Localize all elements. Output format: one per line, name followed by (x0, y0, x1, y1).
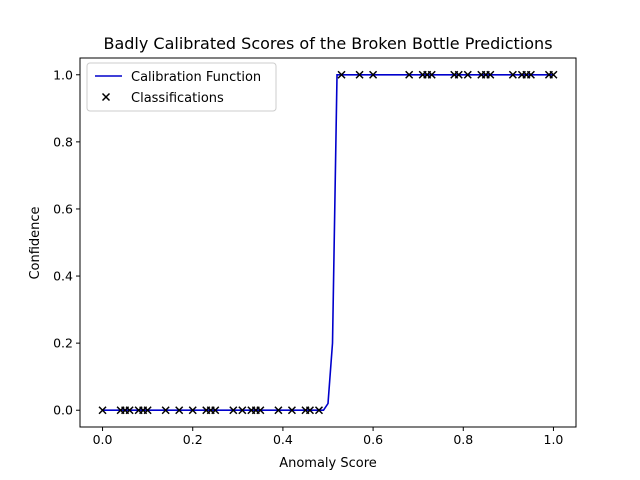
x-marker-stroke (125, 406, 134, 415)
classification-point (526, 70, 535, 79)
x-tick-label: 0.6 (363, 432, 383, 447)
x-marker-stroke (98, 406, 107, 415)
x-tick-label: 0.8 (453, 432, 473, 447)
classification-point (175, 406, 184, 415)
x-marker-stroke (143, 406, 152, 415)
classification-point (211, 406, 220, 415)
x-marker-stroke (229, 406, 238, 415)
x-marker-stroke (256, 406, 265, 415)
classification-point (427, 70, 436, 79)
legend-entry-calibration-function: Calibration Function (131, 70, 261, 85)
x-marker-stroke (355, 70, 364, 79)
x-marker-stroke (305, 406, 314, 415)
classification-point (287, 406, 296, 415)
x-marker-stroke (463, 70, 472, 79)
x-marker-stroke (314, 406, 324, 415)
x-axis-label: Anomaly Score (279, 456, 377, 471)
classification-point (486, 70, 495, 79)
classification-point (274, 406, 283, 415)
x-tick-label: 0.0 (93, 432, 113, 447)
classification-point (143, 406, 152, 415)
classification-point (337, 70, 346, 79)
classification-point (229, 406, 238, 415)
chart-title: Badly Calibrated Scores of the Broken Bo… (103, 34, 552, 53)
classification-point (454, 70, 463, 79)
classification-point (508, 70, 517, 79)
x-tick-label: 1.0 (544, 432, 564, 447)
legend: Calibration Function Classifications (86, 62, 277, 112)
classification-point (125, 406, 134, 415)
legend-marker-swatch (101, 92, 111, 102)
classification-point (161, 406, 170, 415)
x-marker-stroke (175, 406, 184, 415)
classifications-series (98, 70, 558, 415)
x-marker-stroke (287, 406, 296, 415)
classification-point (256, 406, 265, 415)
legend-entry-classifications: Classifications (131, 91, 224, 106)
x-marker-stroke (188, 406, 197, 415)
x-marker-stroke (454, 70, 463, 79)
plot-frame (79, 57, 577, 428)
classification-point (355, 70, 364, 79)
classification-point (549, 70, 558, 79)
y-tick-label: 0.4 (53, 269, 73, 284)
classification-point (369, 70, 378, 79)
x-marker-stroke (337, 70, 346, 79)
legend-frame (86, 62, 277, 112)
classification-point (305, 406, 314, 415)
classification-point (238, 406, 247, 415)
classification-point (405, 70, 414, 79)
y-tick-label: 0.0 (53, 403, 73, 418)
y-tick-label: 0.2 (53, 336, 73, 351)
x-marker-stroke (238, 406, 247, 415)
x-marker-stroke (526, 70, 535, 79)
x-marker-stroke (369, 70, 378, 79)
y-tick-label: 0.8 (53, 134, 73, 149)
x-tick-label: 0.2 (183, 432, 203, 447)
x-marker-stroke (549, 70, 558, 79)
classification-point (463, 70, 472, 79)
y-axis-label: Confidence (28, 206, 43, 279)
x-marker-stroke (211, 406, 220, 415)
y-tick-label: 0.6 (53, 201, 73, 216)
x-marker-stroke (161, 406, 170, 415)
axis-ticks: 0.0 0.2 0.4 0.6 0.8 1.0 0.0 0.2 0.4 0.6 0.8 1.0 (53, 67, 563, 447)
x-tick-label: 0.4 (273, 432, 293, 447)
y-tick-label: 1.0 (53, 67, 73, 82)
classification-point (314, 406, 324, 415)
x-marker-stroke (508, 70, 517, 79)
classification-point (98, 406, 107, 415)
x-marker-stroke (427, 70, 436, 79)
x-marker-stroke (405, 70, 414, 79)
x-marker-stroke (486, 70, 495, 79)
plot-area (79, 57, 577, 428)
classification-point (188, 406, 197, 415)
x-marker-stroke (274, 406, 283, 415)
